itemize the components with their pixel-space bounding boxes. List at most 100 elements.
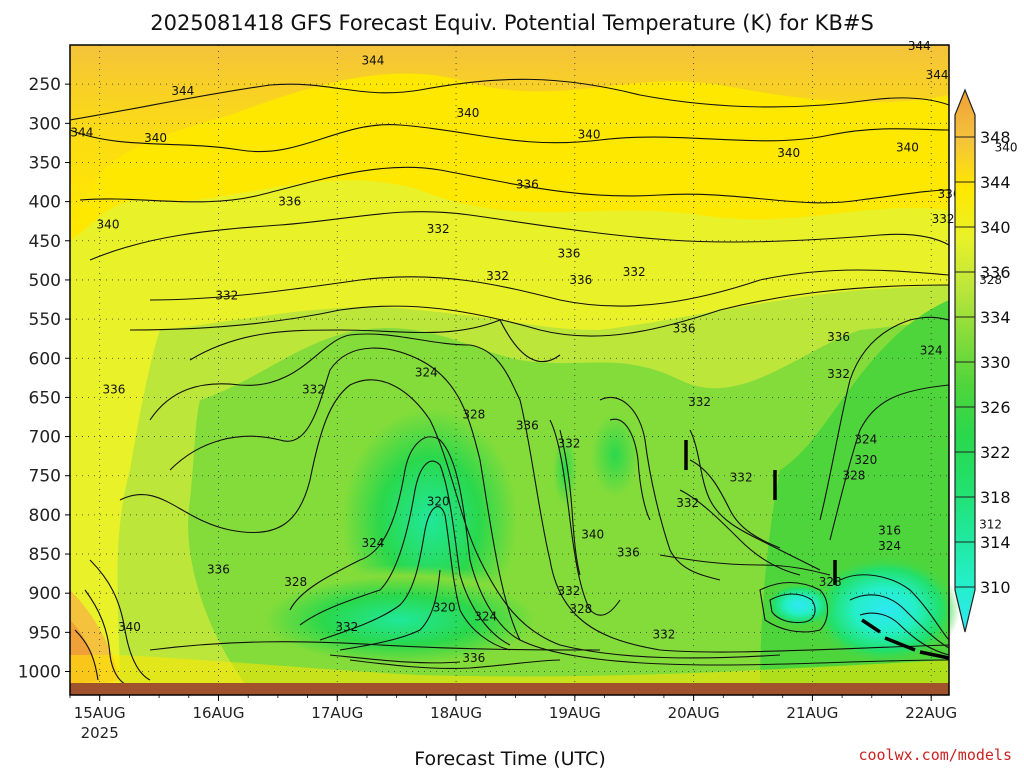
y-tick-label: 700 — [29, 428, 61, 448]
contour-line — [829, 384, 950, 541]
thick-contour-segments — [684, 440, 950, 660]
y-tick-label: 300 — [29, 114, 61, 134]
moist-core-19aug — [575, 385, 655, 525]
plot-area: 344 344 344 340 340 340 340 340 340 344 344 336 336 3… — [69, 39, 1018, 696]
contour-label: 328 — [979, 273, 1002, 287]
x-tick-label: 19AUG — [549, 704, 601, 722]
y-tick-label: 350 — [29, 153, 61, 173]
x-tick-sublabel: 2025 — [81, 724, 119, 742]
contour-label: 332 — [335, 620, 358, 634]
contour-label: 340 — [777, 146, 800, 160]
contour-label: 324 — [361, 536, 384, 550]
contour-label: 332 — [932, 212, 955, 226]
contour-label: 332 — [557, 584, 580, 598]
contour-line — [74, 629, 99, 681]
contour-line — [299, 460, 511, 646]
contour-line — [679, 489, 801, 576]
y-tick-label: 600 — [29, 349, 61, 369]
contour-label: 324 — [854, 433, 877, 447]
colorbar-tick-label: 344 — [980, 173, 1011, 192]
contour-line — [189, 319, 561, 363]
contour-line — [549, 419, 621, 616]
cold-core-21aug — [765, 583, 835, 627]
contour-segment — [919, 650, 950, 660]
contour-line — [289, 436, 521, 641]
contour-line — [329, 654, 461, 664]
contour-line — [149, 269, 950, 307]
x-tick-label: 18AUG — [430, 704, 482, 722]
contour-line — [84, 589, 126, 685]
contour-line — [689, 429, 821, 571]
contour-label: 344 — [361, 54, 384, 68]
y-tick-label: 550 — [29, 310, 61, 330]
contour-label: 336 — [516, 177, 539, 191]
contour-label: 336 — [673, 321, 696, 335]
contour-line — [89, 559, 151, 681]
contour-label: 336 — [827, 330, 850, 344]
y-tick-label: 1000 — [18, 663, 61, 683]
terrain-bar — [70, 683, 949, 695]
x-tick-label: 17AUG — [311, 704, 363, 722]
y-tick-label: 650 — [29, 388, 61, 408]
contour-label: 332 — [302, 383, 325, 397]
contour-label: 332 — [676, 496, 699, 510]
y-tick-label: 750 — [29, 467, 61, 487]
colorbar-tick-label: 326 — [980, 398, 1011, 417]
x-tick-label: 15AUG — [74, 704, 126, 722]
moist-core-19aug-b — [545, 410, 585, 530]
contour-line — [319, 506, 511, 651]
contour-label: 320 — [427, 495, 450, 509]
contour-label: 340 — [118, 620, 141, 634]
contour-label: 320 — [854, 453, 877, 467]
contour-label: 340 — [578, 127, 601, 141]
contour-label: 332 — [427, 222, 450, 236]
colorbar-body — [954, 88, 976, 633]
contour-line — [559, 429, 581, 576]
contour-label: 340 — [995, 141, 1018, 155]
contour-label: 340 — [144, 131, 167, 145]
contour-labels: 344 344 344 340 340 340 340 340 340 344 344 336 336 3… — [70, 39, 1018, 665]
source-credit[interactable]: coolwx.com/models — [858, 746, 1012, 764]
colorbar-tick-label: 314 — [980, 533, 1011, 552]
colorbar-tick-label: 330 — [980, 353, 1011, 372]
contour-line — [609, 418, 651, 521]
y-tick-label: 450 — [29, 232, 61, 252]
contour-label: 344 — [171, 84, 194, 98]
y-tick-label: 400 — [29, 193, 61, 213]
contour-label: 324 — [415, 365, 438, 379]
contour-label: 344 — [908, 39, 931, 53]
contour-label: 328 — [462, 408, 485, 422]
colorbar-tick-label: 348 — [980, 128, 1011, 147]
contour-label: 316 — [878, 524, 901, 538]
contour-label: 332 — [215, 289, 238, 303]
contour-label: 328 — [284, 575, 307, 589]
contour-line — [849, 594, 950, 649]
colorbar-ticks: 310 314 318 322 326 330 334 336 340 344 348 — [955, 128, 1011, 597]
contour-line — [149, 641, 601, 651]
contour-label: 340 — [97, 217, 120, 231]
y-tick-label: 500 — [29, 271, 61, 291]
contour-label: 336 — [557, 246, 580, 260]
y-tick-label: 250 — [29, 75, 61, 95]
contour-label: 328 — [569, 602, 592, 616]
contour-label: 344 — [926, 68, 949, 82]
contour-line — [169, 347, 950, 666]
contour-line — [769, 593, 816, 624]
colorbar-tick-label: 310 — [980, 578, 1011, 597]
contour-label: 332 — [486, 269, 509, 283]
x-tick-label: 22AUG — [905, 704, 957, 722]
contour-label: 332 — [652, 628, 675, 642]
contour-line — [149, 333, 950, 653]
x-tick-label: 21AUG — [786, 704, 838, 722]
contour-label: 332 — [730, 470, 753, 484]
colorbar-tick-label: 340 — [980, 218, 1011, 237]
y-tick-label: 850 — [29, 545, 61, 565]
colorbar-tick-label: 318 — [980, 488, 1011, 507]
x-axis-title: Forecast Time (UTC) — [414, 748, 605, 768]
warm-surface-band — [70, 655, 949, 685]
contour-label: 340 — [581, 527, 604, 541]
contour-label: 328 — [843, 469, 866, 483]
contour-line — [79, 166, 950, 204]
contour-line — [839, 574, 950, 641]
